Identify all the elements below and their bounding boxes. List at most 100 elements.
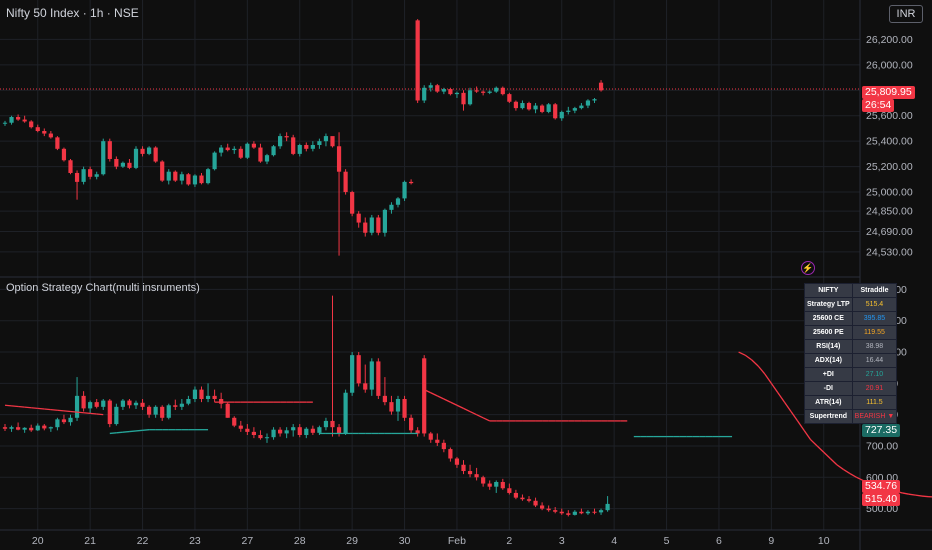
candle-body: [356, 355, 361, 384]
candle-body: [304, 144, 309, 149]
candle-body: [114, 406, 119, 425]
candle-body: [317, 427, 322, 433]
candle-body: [559, 511, 564, 514]
candle-body: [553, 104, 558, 119]
candle-body: [29, 427, 34, 431]
candle-body: [68, 160, 73, 173]
candle-body: [278, 136, 283, 147]
candle-body: [212, 152, 217, 170]
candle-body: [467, 90, 473, 105]
x-tick-label: 5: [664, 535, 670, 547]
candle-body: [330, 420, 335, 428]
candle-body: [2, 122, 8, 124]
stats-row: Strategy LTP 515.4: [804, 297, 898, 312]
stats-header-strategy: Straddle: [851, 283, 898, 298]
supertrend-segment: [829, 458, 838, 466]
supertrend-line: [4, 351, 932, 498]
stats-row: Supertrend BEARISH ▼: [804, 409, 898, 424]
chart-title[interactable]: Nifty 50 Index · 1h · NSE: [6, 6, 139, 20]
supertrend-segment: [423, 389, 432, 394]
supertrend-segment: [96, 413, 104, 416]
candle-body: [435, 85, 440, 92]
candle-body: [94, 174, 99, 177]
supertrend-segment: [849, 472, 857, 478]
supertrend-segment: [803, 429, 812, 441]
candle-body: [566, 110, 571, 112]
candle-body: [120, 162, 125, 167]
candle-body: [88, 402, 93, 409]
x-tick-label: 6: [716, 535, 722, 547]
lightning-icon[interactable]: ⚡: [801, 261, 815, 275]
candle-body: [179, 174, 184, 181]
supertrend-segment: [57, 409, 65, 412]
candle-body: [395, 198, 401, 205]
x-tick-label: 3: [559, 535, 565, 547]
candle-body: [186, 174, 191, 185]
candle-body: [507, 94, 512, 102]
candle-body: [297, 427, 302, 436]
candle-body: [219, 147, 224, 153]
candle-body: [422, 87, 427, 101]
candle-body: [127, 400, 132, 406]
candle-body: [35, 425, 40, 431]
supertrend-segment: [810, 439, 818, 447]
supertrend-segment: [24, 406, 32, 409]
price-y-tick-label: 25,600.00: [866, 110, 913, 122]
supertrend-segment: [129, 430, 137, 433]
stats-row: 25600 PE 119.55: [804, 325, 898, 340]
candle-body: [461, 464, 466, 472]
candle-body: [245, 428, 250, 432]
candle-body: [147, 147, 152, 154]
price-y-axis[interactable]: 26,200.0026,000.0025,800.0025,600.0025,4…: [866, 34, 913, 258]
candle-body: [415, 430, 420, 434]
supertrend-segment: [757, 365, 766, 375]
candle-body: [363, 222, 368, 233]
candle-body: [225, 147, 230, 151]
candle-body: [343, 171, 348, 193]
x-tick-label: 27: [242, 535, 254, 547]
supertrend-segment: [744, 354, 753, 361]
strategy-value-tag-1: 534.76: [862, 480, 901, 493]
supertrend-segment: [116, 431, 123, 434]
stats-value: 119.55: [851, 325, 898, 340]
x-tick-label: 21: [84, 535, 96, 547]
candle-body: [271, 429, 276, 438]
candle-body: [127, 162, 132, 168]
price-y-tick-label: 24,690.00: [866, 226, 913, 238]
candle-body: [343, 392, 348, 434]
candle-body: [389, 402, 394, 412]
candle-body: [16, 117, 21, 120]
candle-body: [179, 403, 184, 407]
price-candles: [2, 19, 604, 256]
candle-body: [88, 169, 93, 177]
candle-body: [441, 89, 446, 92]
supertrend-segment: [915, 494, 923, 497]
stats-label: ATR(14): [804, 395, 853, 410]
time-x-axis[interactable]: 20 21 22 23 27 28 29 30 Feb 2 3 4 5 6 9 10: [32, 535, 830, 547]
stats-label: Supertrend: [804, 409, 853, 424]
candle-body: [566, 513, 571, 515]
indicator-title[interactable]: Option Strategy Chart(multi insruments): [6, 282, 200, 294]
candle-body: [258, 435, 263, 439]
candle-body: [376, 217, 381, 233]
candle-body: [585, 511, 591, 514]
supertrend-segment: [122, 430, 130, 433]
candle-body: [546, 508, 551, 511]
stats-label: ADX(14): [804, 353, 853, 368]
candle-body: [278, 429, 283, 434]
candle-body: [428, 85, 433, 88]
candle-body: [546, 104, 551, 112]
candle-body: [140, 402, 145, 407]
supertrend-segment: [902, 492, 910, 495]
currency-button[interactable]: INR: [889, 5, 923, 23]
stats-value: 395.85: [851, 311, 898, 326]
candle-body: [284, 430, 289, 434]
candle-body: [533, 500, 538, 506]
supertrend-segment: [764, 373, 772, 384]
candle-body: [428, 433, 433, 440]
candle-body: [61, 148, 67, 161]
supertrend-segment: [11, 405, 19, 408]
candle-body: [74, 172, 80, 182]
candle-body: [9, 117, 14, 123]
